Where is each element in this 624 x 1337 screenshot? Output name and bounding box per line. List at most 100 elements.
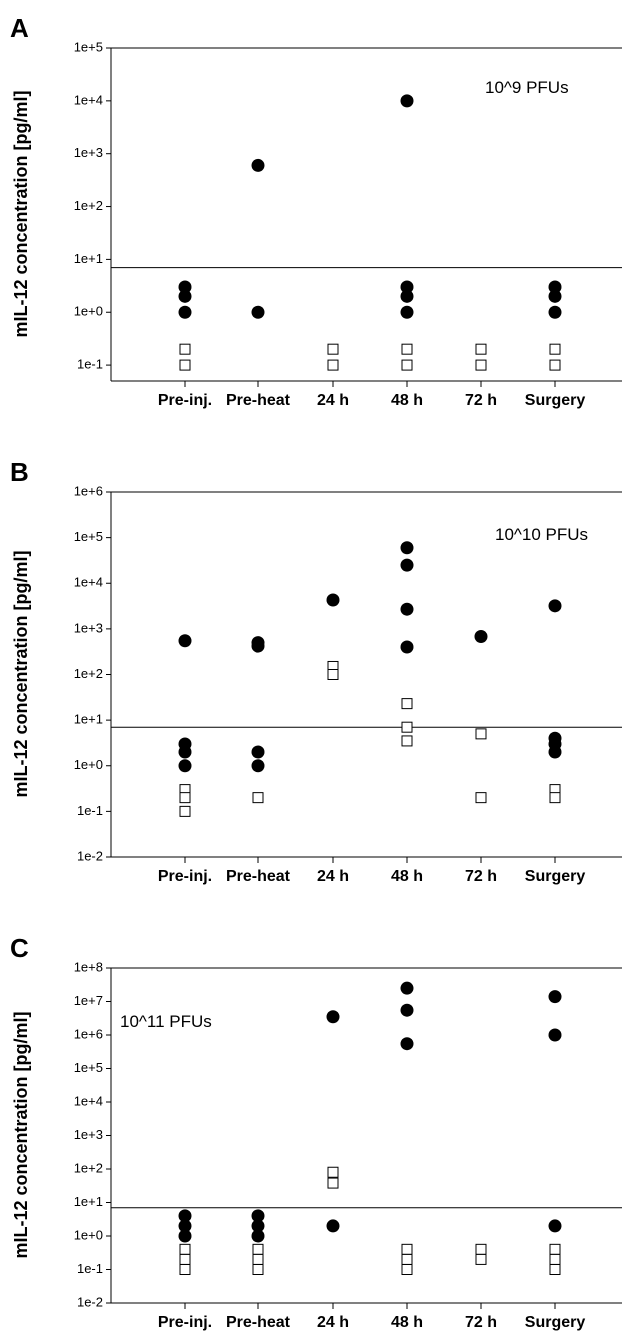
dose-annotation: 10^9 PFUs [485,78,569,97]
data-point-filled [548,599,562,613]
data-point-filled [400,94,414,108]
data-point-filled [178,1209,192,1223]
data-point-filled [251,305,265,319]
data-point-open [475,343,487,355]
data-point-filled [178,745,192,759]
data-point-open [179,1264,191,1275]
data-point-open [475,728,487,740]
panel-letter: C [10,933,29,963]
x-tick-label: Surgery [525,868,586,885]
x-tick-label: 72 h [465,1314,497,1331]
y-tick-label: 1e+0 [74,304,103,319]
data-point-filled [548,280,562,294]
y-tick-label: 1e+2 [74,1160,103,1175]
y-tick-label: 1e+6 [74,1026,103,1041]
data-point-filled [178,305,192,319]
data-point-open [179,359,191,371]
data-point-filled [326,1010,340,1024]
data-point-filled [178,280,192,294]
data-point-filled [400,280,414,294]
data-point-filled [400,305,414,319]
data-point-filled [251,759,265,773]
y-tick-label: 1e+3 [74,145,103,160]
y-tick-label: 1e-1 [77,357,103,372]
x-tick-label: Pre-inj. [158,392,212,409]
data-point-filled [548,990,562,1004]
data-point-filled [400,602,414,616]
y-tick-label: 1e+4 [74,575,103,590]
data-point-filled [326,593,340,607]
y-tick-label: 1e+5 [74,529,103,544]
y-tick-label: 1e-2 [77,1294,103,1309]
data-point-open [179,343,191,355]
data-point-filled [400,558,414,572]
y-tick-label: 1e+5 [74,1060,103,1075]
x-tick-label: 24 h [317,1314,349,1331]
y-tick-label: 1e+8 [74,959,103,974]
data-point-open [549,359,561,371]
x-tick-label: 48 h [391,868,423,885]
panel-a: A 1e-1 1e+0 1e+1 1e+2 1e+3 1e+4 1e+5 Pre-inj. Pre… [10,13,622,409]
data-point-filled [251,745,265,759]
x-tick-label: 48 h [391,392,423,409]
y-tick-label: 1e+5 [74,39,103,54]
data-point-open [327,343,339,355]
data-point-open [401,1243,413,1255]
data-point-open [327,359,339,371]
data-point-filled [251,639,265,653]
x-tick-label: 24 h [317,868,349,885]
data-point-open [475,792,487,804]
x-tick-label: Pre-heat [226,392,291,409]
y-tick-label: 1e+0 [74,1227,103,1242]
panel-c: C 1e-2 1e-1 1e+0 1e+1 1e+2 1e+3 1e+4 1e+5 1e+6 1e+… [10,933,622,1331]
data-point-open [179,792,191,804]
dose-annotation: 10^11 PFUs [120,1012,212,1031]
x-tick-label: Pre-heat [226,1314,291,1331]
data-point-open [327,1166,339,1178]
data-point-filled [548,305,562,319]
y-axis-label: mIL-12 concentration [pg/ml] [11,1011,31,1258]
data-point-open [401,343,413,355]
data-point-open [179,1253,191,1265]
panel-letter: B [10,457,29,487]
y-tick-label: 1e+1 [74,712,103,727]
data-point-open [401,1264,413,1275]
data-point-open [401,698,413,710]
y-tick-label: 1e+2 [74,198,103,213]
y-tick-label: 1e+0 [74,757,103,772]
data-point-filled [474,630,488,644]
x-tick-label: 72 h [465,868,497,885]
y-tick-label: 1e-1 [77,803,103,818]
x-tick-label: Surgery [525,392,586,409]
panel-letter: A [10,13,29,43]
y-tick-label: 1e+3 [74,620,103,635]
data-point-filled [178,1219,192,1233]
data-point-filled [251,1219,265,1233]
data-point-filled [548,745,562,759]
data-point-filled [178,759,192,773]
data-point-open [179,805,191,817]
x-tick-label: Pre-inj. [158,1314,212,1331]
x-tick-label: 48 h [391,1314,423,1331]
data-point-open [475,359,487,371]
y-axis-label: mIL-12 concentration [pg/ml] [11,90,31,337]
data-point-open [401,359,413,371]
x-tick-label: 72 h [465,392,497,409]
data-point-open [549,792,561,804]
data-point-filled [178,289,192,303]
data-point-filled [400,289,414,303]
x-tick-label: Surgery [525,1314,586,1331]
data-point-open [179,1243,191,1255]
y-axis-label: mIL-12 concentration [pg/ml] [11,550,31,797]
x-tick-label: 24 h [317,392,349,409]
y-tick-label: 1e+1 [74,251,103,266]
data-point-filled [400,640,414,654]
data-point-open [549,343,561,355]
data-point-open [549,1243,561,1255]
y-tick-label: 1e+4 [74,1093,103,1108]
y-tick-label: 1e+6 [74,483,103,498]
data-point-open [475,1243,487,1255]
data-point-filled [400,541,414,555]
data-point-open [327,1177,339,1189]
data-point-open [401,735,413,747]
